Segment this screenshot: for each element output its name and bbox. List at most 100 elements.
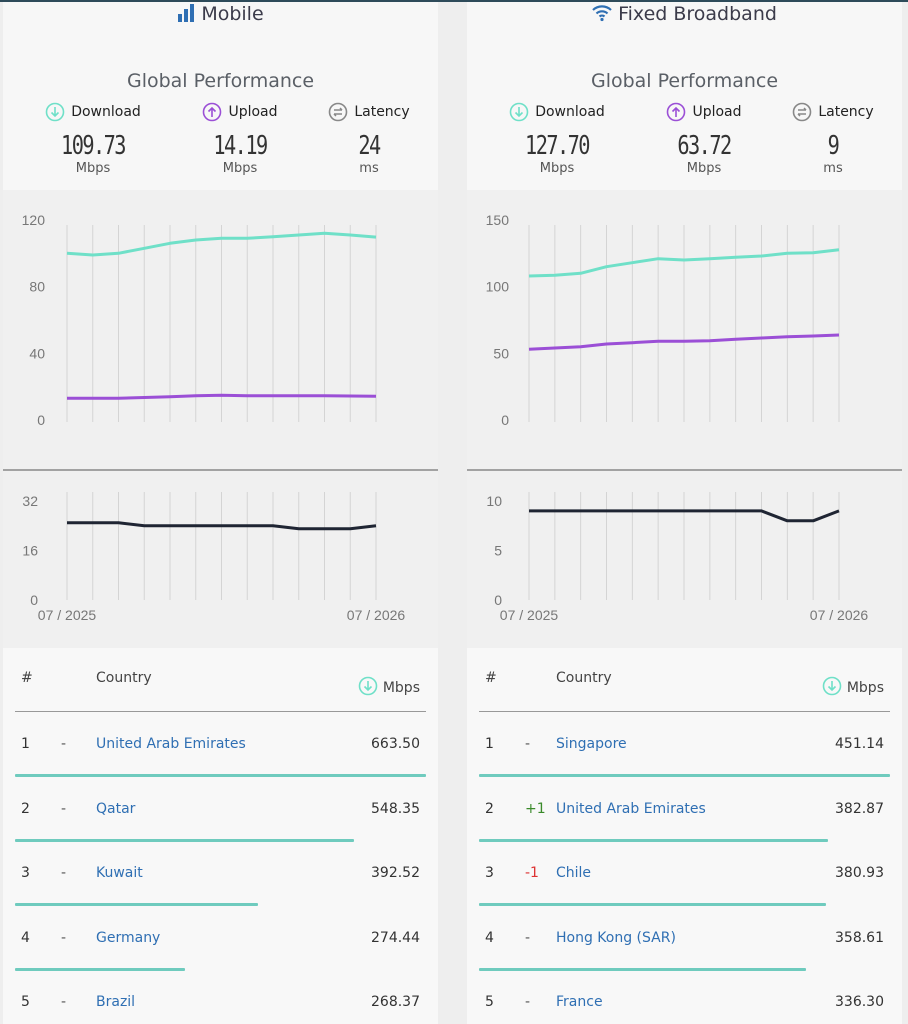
- header-divider: [479, 711, 890, 712]
- fixed-broadband-panel: Fixed Broadband Global Performance Downl…: [467, 2, 902, 1024]
- top-border: [0, 0, 908, 2]
- table-row[interactable]: 4 - Germany 274.44: [3, 906, 438, 971]
- upload-value: 14.19: [213, 131, 268, 161]
- panel-title: Mobile: [3, 2, 438, 28]
- upload-unit: Mbps: [686, 161, 722, 176]
- latency-metric: Latency 24 ms: [304, 102, 434, 176]
- upload-metric: Upload 14.19 Mbps: [175, 102, 305, 176]
- latency-unit: ms: [359, 161, 379, 176]
- y-tick-label: 10: [486, 493, 502, 509]
- latency-unit: ms: [823, 161, 843, 176]
- speed-bar: [15, 967, 185, 971]
- speed-bar: [15, 903, 258, 906]
- y-tick-label: 50: [493, 345, 509, 361]
- download-label: Download: [535, 104, 605, 120]
- y-tick-label: 16: [22, 543, 38, 559]
- panel-title: Fixed Broadband: [467, 2, 902, 28]
- latency-label: Latency: [818, 104, 874, 120]
- x-tick-label: 07 / 2025: [500, 607, 559, 623]
- table-row[interactable]: 1 - United Arab Emirates 663.50: [3, 712, 438, 777]
- download-unit: Mbps: [75, 161, 111, 176]
- download-arrow-icon: [45, 102, 65, 122]
- rank-header: #: [21, 670, 33, 686]
- country-link[interactable]: Germany: [96, 929, 161, 946]
- country-link[interactable]: Brazil: [96, 994, 136, 1010]
- ranking-table: # Country Mbps 1 - United Arab Emirates 663…: [3, 648, 438, 1024]
- table-row[interactable]: 2 - Qatar 548.35: [3, 777, 438, 842]
- upload-arrow-icon: [666, 102, 686, 122]
- rank-number: 2: [21, 800, 30, 817]
- table-row[interactable]: 1 - Singapore 451.14: [467, 712, 902, 777]
- rank-number: 1: [485, 736, 494, 752]
- chart-area: 120 80 40 0 32 16 0 07 / 2025 07 / 2026: [3, 190, 438, 648]
- upload-unit: Mbps: [222, 161, 258, 176]
- speed-bar: [15, 838, 354, 842]
- country-link[interactable]: Chile: [556, 865, 592, 881]
- table-row[interactable]: 4 - Hong Kong (SAR) 358.61: [467, 906, 902, 971]
- table-row[interactable]: 3 - Kuwait 392.52: [3, 841, 438, 906]
- download-label: Download: [71, 104, 141, 120]
- country-link[interactable]: United Arab Emirates: [96, 736, 246, 752]
- latency-arrows-icon: [792, 102, 812, 122]
- metric-header-label: Mbps: [846, 680, 884, 696]
- series-line-upload: [528, 333, 840, 351]
- speed-value: 548.35: [371, 800, 420, 817]
- rank-header: #: [485, 670, 497, 686]
- speed-value: 663.50: [371, 736, 420, 752]
- signal-bars-icon: [177, 4, 195, 28]
- x-tick-label: 07 / 2026: [810, 607, 869, 623]
- country-link[interactable]: United Arab Emirates: [556, 800, 706, 817]
- ranking-table: # Country Mbps 1 - Singapore 451.14 2 +1 Unite…: [467, 648, 902, 1024]
- country-link[interactable]: Singapore: [556, 736, 627, 752]
- download-value: 127.70: [525, 131, 590, 161]
- speed-value: 268.37: [371, 994, 420, 1010]
- y-tick-label: 5: [494, 543, 502, 559]
- speed-value: 392.52: [371, 865, 420, 881]
- download-value: 109.73: [61, 131, 126, 161]
- speed-value: 451.14: [835, 736, 884, 752]
- y-tick-label: 32: [22, 493, 38, 509]
- download-metric: Download 127.70 Mbps: [492, 102, 622, 176]
- table-row[interactable]: 3 -1 Chile 380.93: [467, 841, 902, 906]
- speed-bar: [479, 903, 826, 906]
- rank-change: -: [61, 929, 67, 946]
- download-arrow-icon: [509, 102, 529, 122]
- speed-value: 274.44: [371, 929, 420, 946]
- rank-change: -: [61, 800, 67, 817]
- y-tick-label: 100: [486, 279, 510, 295]
- metric-header[interactable]: Mbps: [358, 676, 420, 700]
- metric-header[interactable]: Mbps: [822, 676, 884, 700]
- series-line-latency: [529, 509, 840, 523]
- speed-value: 358.61: [835, 929, 884, 946]
- y-tick-label: 150: [486, 212, 510, 228]
- chart-area: 150 100 50 0 10 5 0 07 / 2025 07 / 2026: [467, 190, 902, 648]
- speed-bar: [479, 774, 890, 777]
- country-link[interactable]: France: [556, 994, 603, 1010]
- rank-change: -: [525, 994, 531, 1010]
- series-line-download: [528, 248, 840, 278]
- rank-number: 4: [485, 929, 494, 946]
- metric-header-label: Mbps: [382, 680, 420, 696]
- country-link[interactable]: Qatar: [96, 800, 136, 817]
- rank-change: -: [525, 736, 531, 752]
- rank-change: +1: [525, 800, 546, 817]
- speed-bar: [15, 774, 426, 777]
- country-link[interactable]: Kuwait: [96, 865, 143, 881]
- panel-title-text: Mobile: [201, 3, 264, 25]
- rank-number: 3: [21, 865, 30, 881]
- download-metric: Download 109.73 Mbps: [28, 102, 158, 176]
- table-row[interactable]: 2 +1 United Arab Emirates 382.87: [467, 777, 902, 842]
- table-row[interactable]: 5 - France 336.30: [467, 970, 902, 1024]
- download-arrow-icon: [822, 676, 842, 700]
- upload-label: Upload: [228, 104, 278, 120]
- rank-change: -1: [525, 865, 539, 881]
- series-line-latency: [67, 521, 377, 531]
- table-row[interactable]: 5 - Brazil 268.37: [3, 970, 438, 1024]
- y-tick-label: 120: [22, 212, 46, 228]
- country-header: Country: [96, 670, 152, 686]
- y-tick-label: 40: [29, 345, 45, 361]
- rank-change: -: [61, 736, 67, 752]
- rank-change: -: [61, 994, 67, 1010]
- country-link[interactable]: Hong Kong (SAR): [556, 929, 676, 946]
